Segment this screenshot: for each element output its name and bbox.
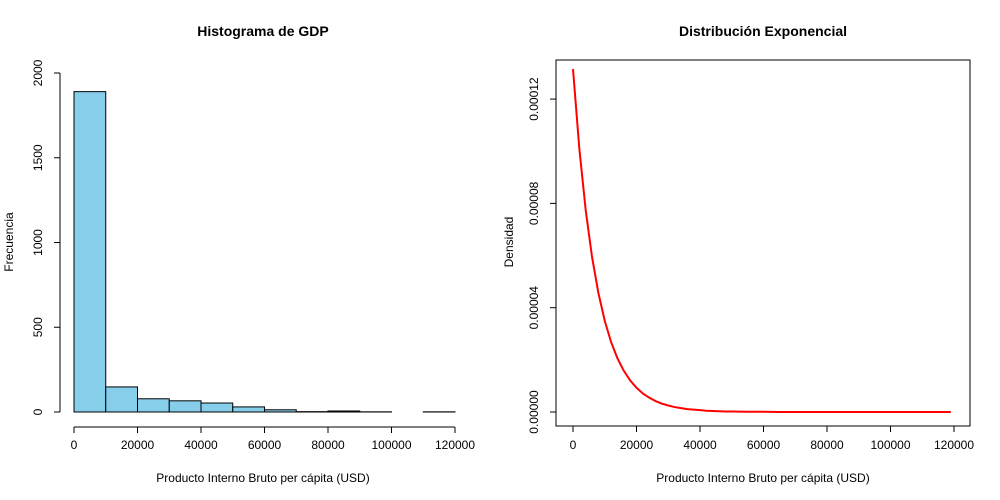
histogram-y-axis-label: Frecuencia [2,212,16,272]
histogram-y-axis: 0 500 1000 1500 2000 [31,59,61,415]
histogram-bars [73,91,456,413]
histogram-bar [168,400,202,413]
exponential-y-tick-label: 0.00004 [527,286,541,330]
exponential-x-tick-label: 120000 [934,438,974,452]
histogram-x-axis-label: Producto Interno Bruto per cápita (USD) [156,471,369,485]
exponential-y-tick-label: 0.00012 [527,77,541,121]
exponential-y-tick-label: 0.00008 [527,181,541,225]
histogram-bar [137,398,170,413]
histogram-bar [232,406,265,413]
histogram-x-axis: 0 20000 40000 60000 80000 100000 120000 [71,426,475,452]
exponential-x-tick-label: 80000 [810,438,844,452]
histogram-bar [264,409,297,413]
exponential-x-axis: 0 20000 40000 60000 80000 100000 120000 [570,425,974,452]
exponential-y-axis-label: Densidad [502,217,516,268]
histogram-x-tick-label: 80000 [311,438,345,452]
exponential-plot-frame [555,59,971,427]
histogram-x-tick-label: 0 [71,438,78,452]
histogram-x-tick-label: 20000 [121,438,155,452]
histogram-bar [200,402,234,413]
histogram-bar [327,410,361,413]
exponential-x-tick-label: 100000 [870,438,910,452]
histogram-y-tick-label: 2000 [31,59,45,86]
exponential-x-tick-label: 20000 [620,438,654,452]
exponential-x-axis-label: Producto Interno Bruto per cápita (USD) [656,471,869,485]
exponential-density-line [572,69,951,413]
exponential-y-tick-label: 0.00000 [527,390,541,434]
exponential-panel: Distribución Exponencial 0 20000 40000 6000… [502,23,974,485]
histogram-title: Histograma de GDP [197,23,328,39]
histogram-x-tick-label: 40000 [184,438,218,452]
histogram-y-tick-label: 1500 [31,144,45,171]
exponential-x-tick-label: 0 [570,438,577,452]
exponential-x-tick-label: 40000 [683,438,717,452]
exponential-y-axis: 0.00000 0.00004 0.00008 0.00012 [527,77,556,434]
histogram-x-tick-label: 60000 [248,438,282,452]
histogram-y-tick-label: 500 [31,317,45,337]
histogram-x-tick-label: 100000 [371,438,411,452]
exponential-title: Distribución Exponencial [679,23,847,39]
histogram-bar [73,91,107,413]
exponential-x-tick-label: 60000 [747,438,781,452]
histogram-y-tick-label: 0 [31,408,45,415]
histogram-x-tick-label: 120000 [435,438,475,452]
histogram-bar [105,386,138,413]
histogram-panel: Histograma de GDP 0 20000 40000 60000 80000 1… [2,23,475,485]
histogram-y-tick-label: 1000 [31,229,45,256]
